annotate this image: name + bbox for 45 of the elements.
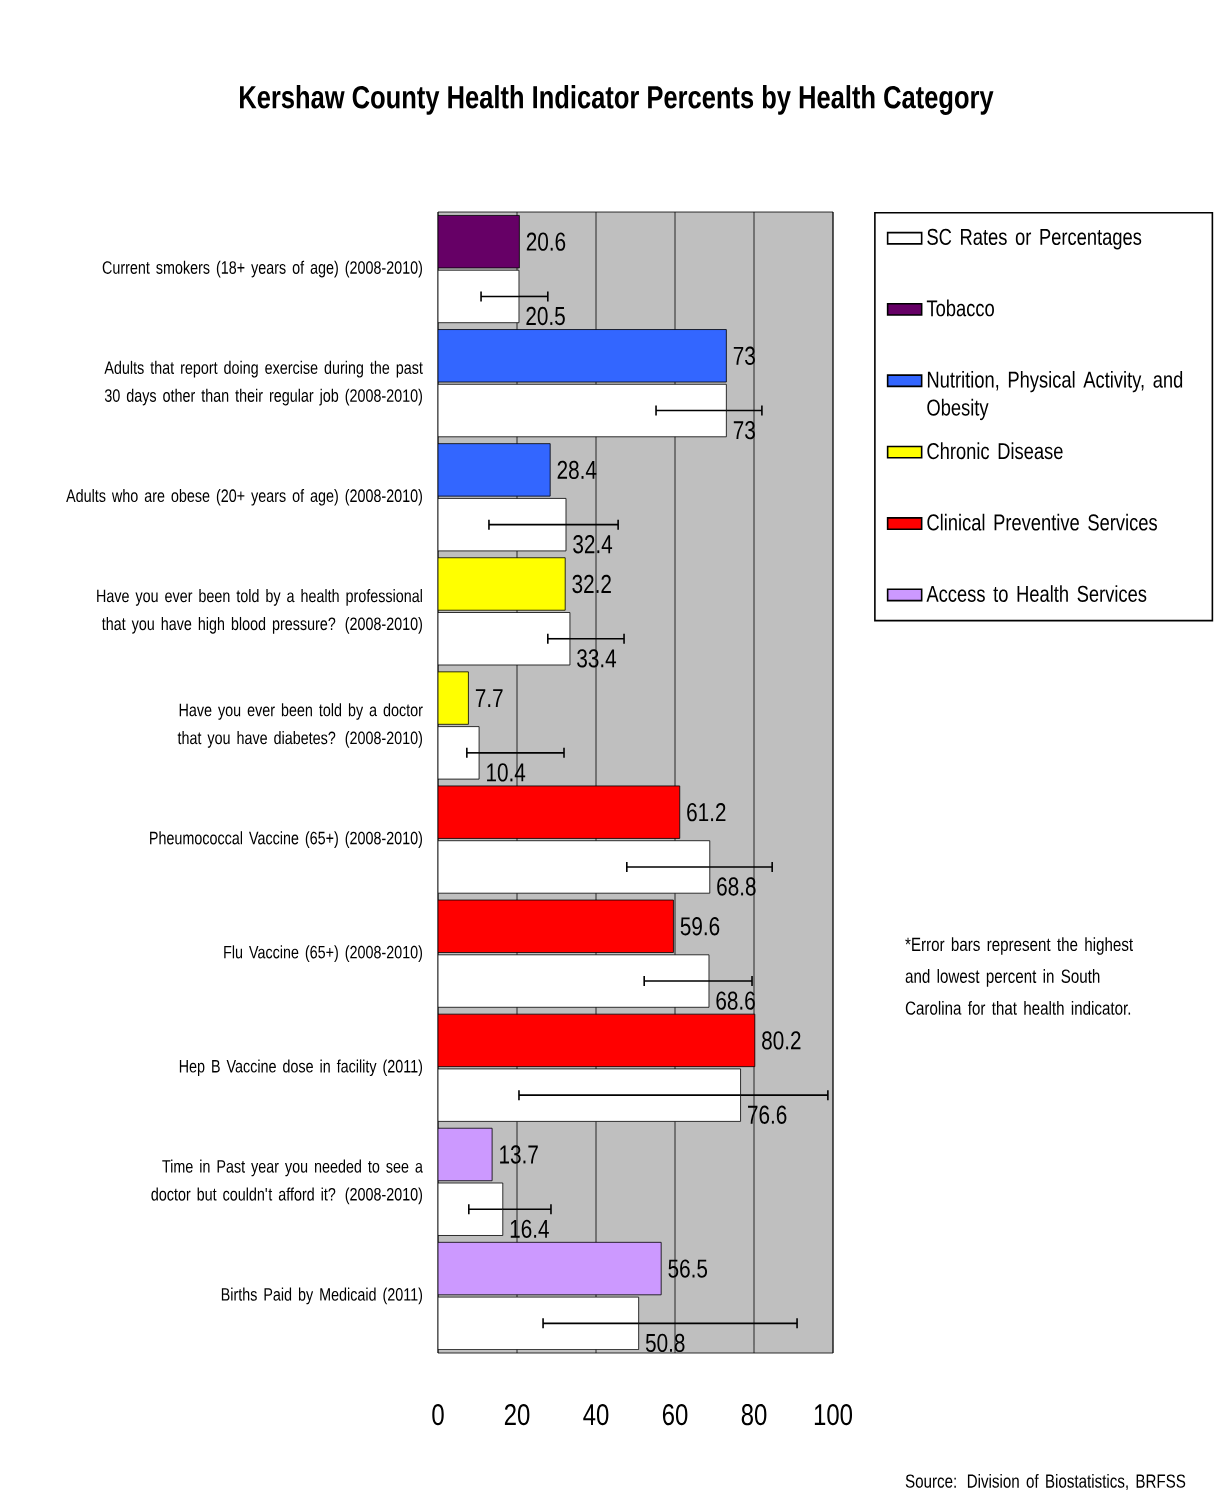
data-label: 61.2 — [687, 803, 726, 822]
data-label: 68.6 — [716, 991, 755, 1010]
y-tick-label: Adults who are obese (20+ years of age) (2008-2010) — [66, 488, 422, 506]
data-label: 13.7 — [500, 1145, 538, 1164]
y-tick-label: Adults that report doing exercise during the past 30 days other than their regular job (2008-2010) — [104, 360, 423, 406]
data-label: 7.7 — [475, 689, 503, 707]
x-tick-label: 40 — [583, 1404, 609, 1426]
x-tick-label: 60 — [662, 1404, 688, 1426]
chart-title: Kershaw County Health Indicator Percents by Health Category — [240, 85, 994, 115]
x-tick-label: 0 — [432, 1404, 444, 1426]
data-label: 56.5 — [668, 1259, 708, 1278]
legend-label: SC Rates or Percentages — [927, 228, 1142, 250]
data-label: 33.4 — [577, 649, 617, 668]
y-tick-label: Flu Vaccine (65+) (2008-2010) — [224, 945, 423, 963]
data-label: 10.4 — [487, 763, 526, 782]
legend-label: Tobacco — [926, 299, 994, 317]
legend-label: Chronic Disease — [927, 442, 1063, 460]
data-label: 73 — [733, 346, 755, 365]
y-tick-label: Time in Past year you needed to see a doctor but couldn't afford it? (2008-2010) — [151, 1159, 423, 1205]
legend-label: Nutrition, Physical Activity, and Obesity — [927, 370, 1183, 421]
source-note: Source: Division of Biostatistics, BRFSS — [905, 1473, 1186, 1491]
data-label: 20.5 — [526, 306, 565, 326]
legend-label: Clinical Preventive Services — [927, 513, 1157, 531]
data-label: 59.6 — [680, 917, 720, 936]
data-label: 20.6 — [526, 232, 566, 251]
x-tick-label: 100 — [814, 1404, 853, 1426]
legend-label: Access to Health Services — [926, 585, 1147, 602]
text: *Error bars represent the highest and lowest percent in South Carolina for that health indicator. — [905, 937, 1133, 1015]
data-label: 80.2 — [762, 1031, 801, 1050]
data-label: 73 — [733, 420, 755, 440]
y-tick-label: Have you ever been told by a health professional that you have high blood pressure? (2008-2010) — [97, 589, 422, 634]
data-label: 32.4 — [573, 535, 613, 554]
data-label: 76.6 — [748, 1105, 787, 1124]
x-tick-label: 20 — [504, 1404, 530, 1426]
y-tick-label: Hep B Vaccine dose in facility (2011) — [179, 1059, 423, 1077]
data-label: 32.2 — [572, 574, 611, 594]
data-label: 28.4 — [557, 460, 597, 480]
data-label: 68.8 — [717, 877, 756, 896]
x-tick-label: 80 — [741, 1404, 767, 1426]
y-tick-label: Births Paid by Medicaid (2011) — [221, 1287, 423, 1305]
y-tick-label: Have you ever been told by a doctor that you have diabetes? (2008-2010) — [177, 703, 423, 748]
data-label: 50.8 — [645, 1333, 685, 1353]
y-tick-label: Pheumococcal Vaccine (65+) (2008-2010) — [150, 831, 422, 848]
y-tick-label: Current smokers (18+ years of age) (2008-2010) — [102, 260, 422, 278]
data-label: 16.4 — [510, 1219, 549, 1238]
